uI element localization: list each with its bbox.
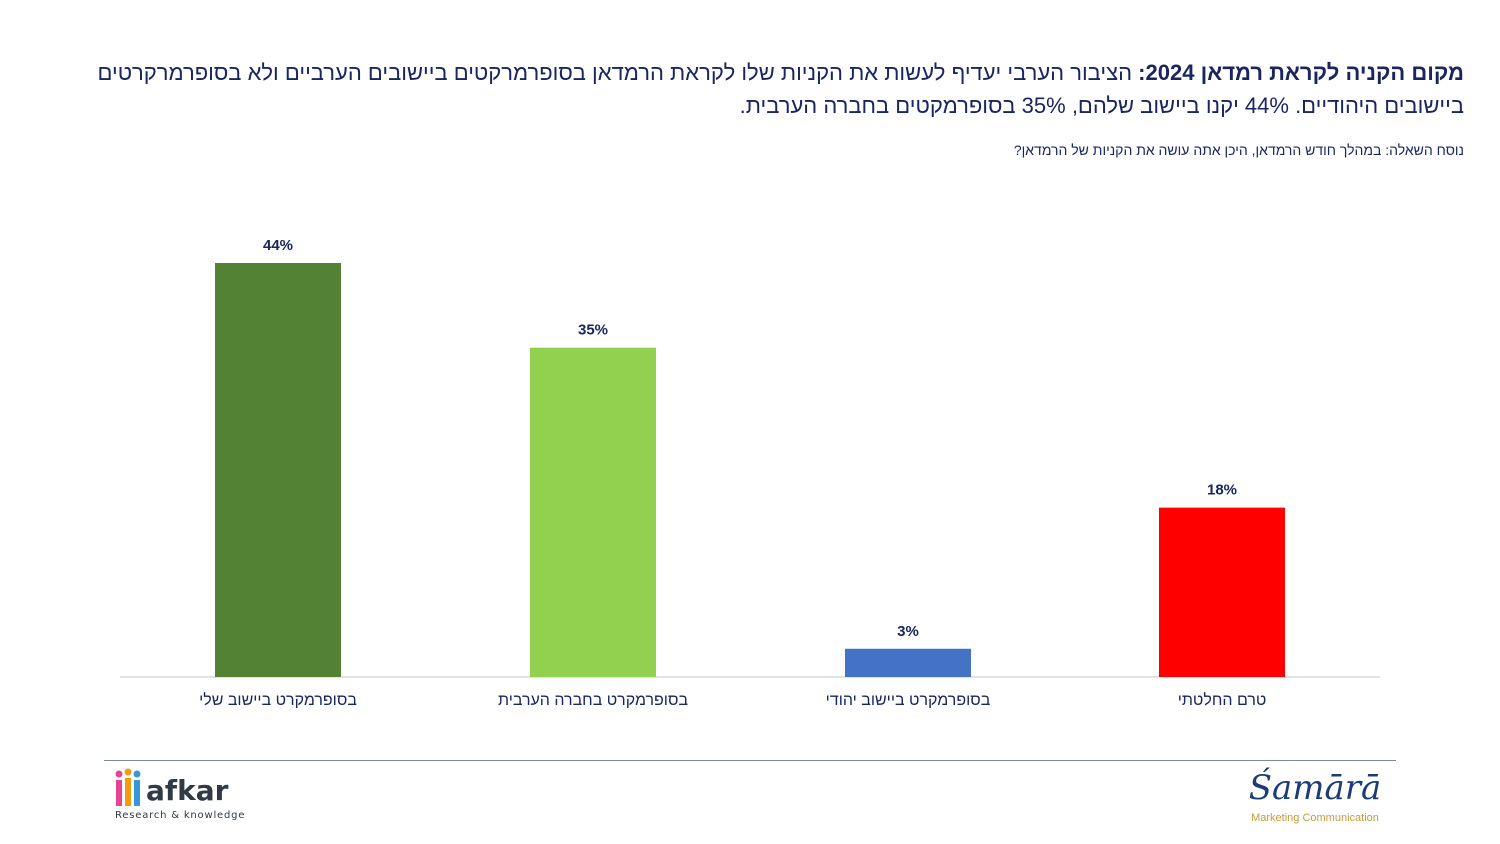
chart-title: מקום הקניה לקראת רמדאן 2024: (1138, 60, 1464, 85)
category-label-3: בסופרמקרט ביישוב יהודי (826, 692, 991, 709)
category-label-4: טרם החלטתי (1178, 691, 1267, 709)
data-label-3: 3% (897, 623, 919, 640)
data-label-4: 18% (1207, 482, 1237, 499)
bar-1 (215, 263, 341, 677)
afkar-wordmark: afkar (146, 774, 229, 807)
chart-headline: מקום הקניה לקראת רמדאן 2024: הציבור הערב… (80, 56, 1465, 122)
bar-4 (1159, 507, 1285, 677)
category-label-1: בסופרמקרט ביישוב שלי (199, 691, 357, 709)
bar-chart: 44% בסופרמקרט ביישוב שלי 35% בסופרמקרט בחבר… (120, 237, 1380, 709)
footer-divider (104, 760, 1396, 761)
samara-logo: Śamārā Marketing Communication (1240, 768, 1390, 832)
category-label-2: בסופרמקרט בחברה הערבית (498, 692, 689, 709)
data-label-2: 35% (578, 322, 608, 339)
afkar-logo: afkar Research & knowledge (114, 768, 254, 828)
data-label-1: 44% (263, 237, 293, 254)
samara-tagline: Marketing Communication (1251, 812, 1379, 824)
chart-subtitle: הציבור הערבי יעדיף לעשות את הקניות שלו ל… (97, 60, 1465, 118)
bar-3 (845, 648, 971, 677)
afkar-tagline: Research & knowledge (115, 810, 246, 821)
samara-wordmark: Śamārā (1248, 768, 1382, 808)
afkar-people-icon (115, 768, 141, 806)
bar-2 (530, 347, 656, 677)
survey-question: נוסח השאלה: במהלך חודש הרמדאן, היכן אתה … (1013, 142, 1464, 158)
chart-header: מקום הקניה לקראת רמדאן 2024: הציבור הערב… (80, 56, 1465, 158)
